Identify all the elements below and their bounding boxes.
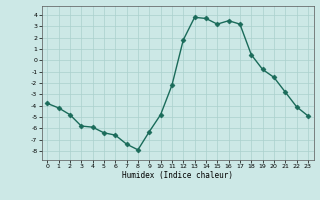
X-axis label: Humidex (Indice chaleur): Humidex (Indice chaleur) <box>122 171 233 180</box>
